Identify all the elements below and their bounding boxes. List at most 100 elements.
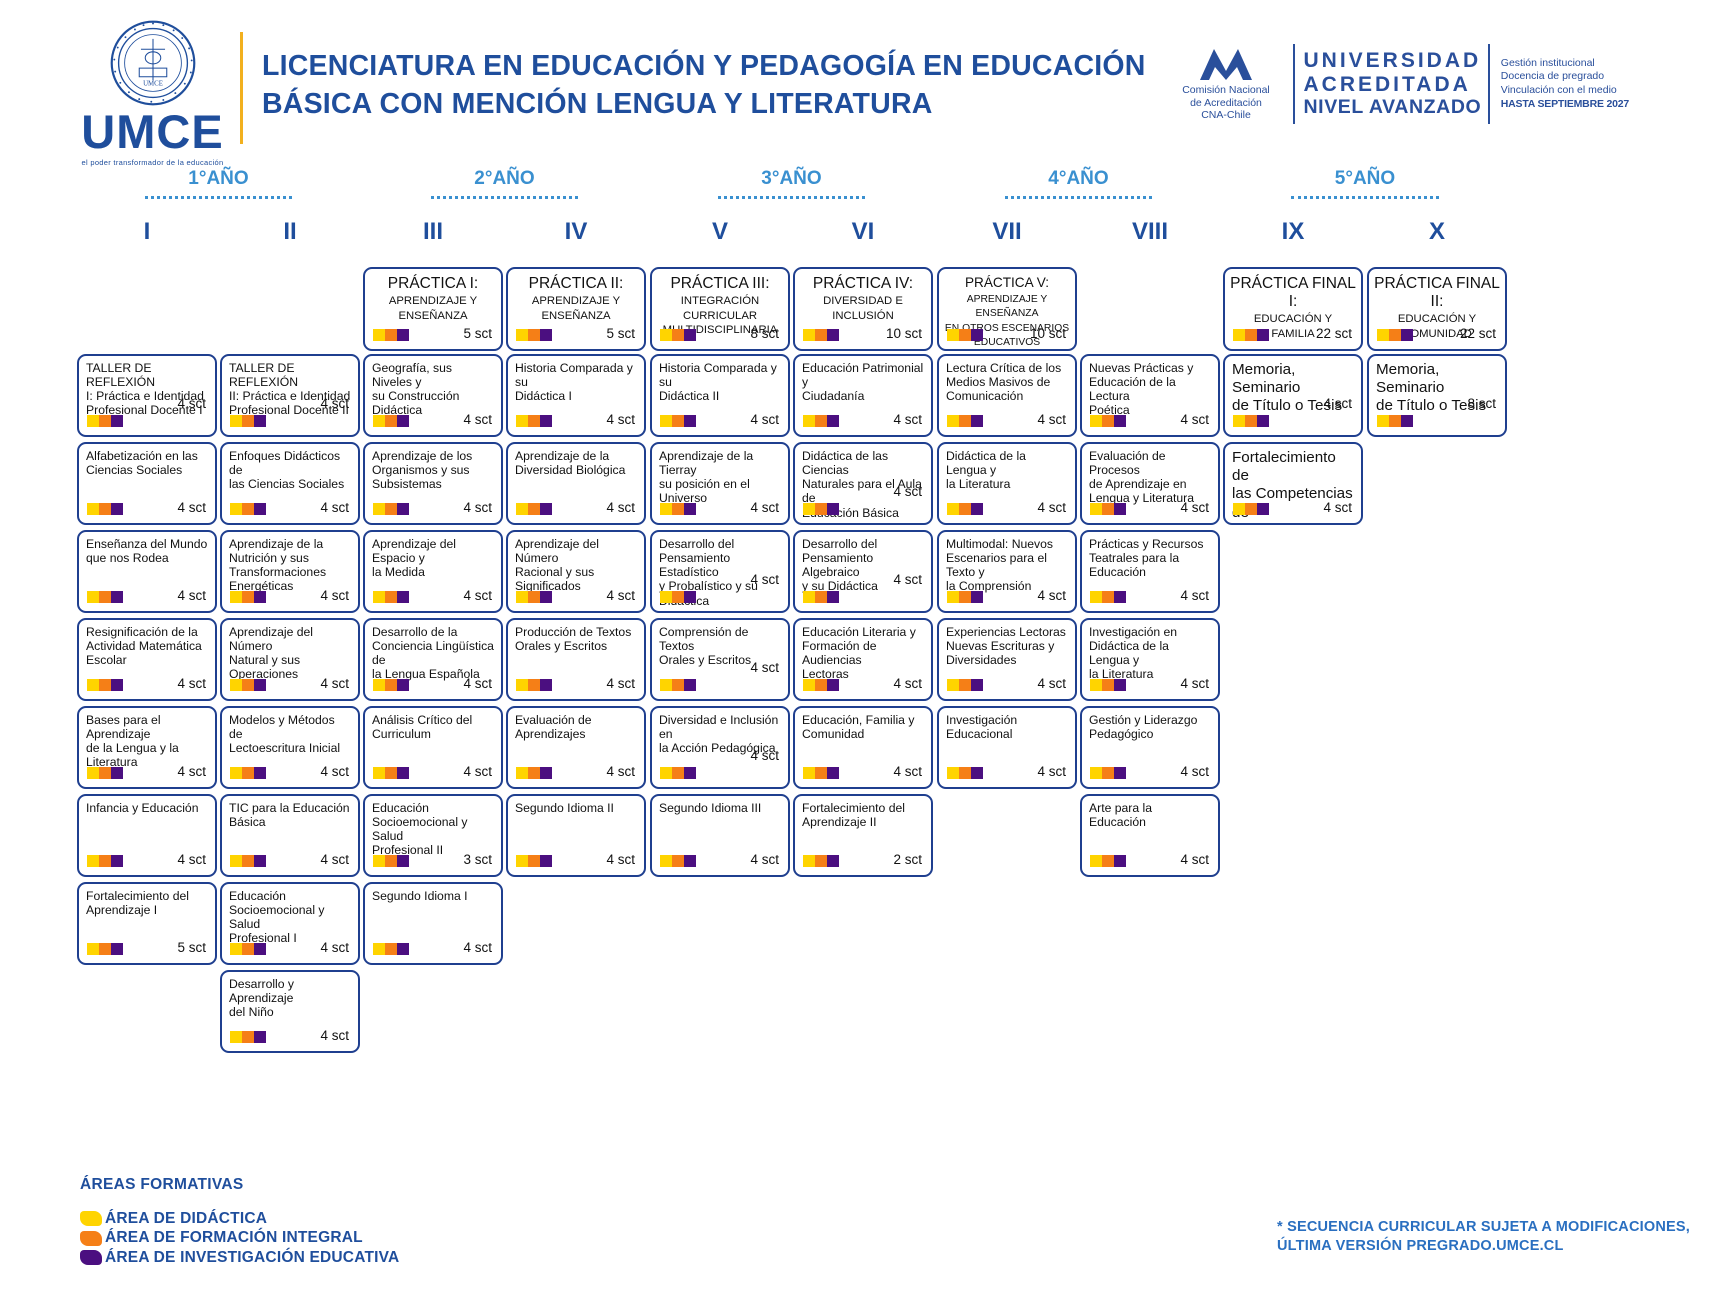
course-box[interactable]: Geografía, sus Niveles y su Construcción D… (363, 354, 503, 437)
investigacion-swatch (827, 767, 839, 779)
practica-box[interactable]: PRÁCTICA FINAL II: EDUCACIÓN Y COMUNIDAD 22 … (1367, 267, 1507, 351)
course-box[interactable]: Segundo Idioma II 4 sct (506, 794, 646, 877)
course-box[interactable]: Evaluación de Aprendizajes 4 sct (506, 706, 646, 789)
course-box[interactable]: Bases para el Aprendizaje de la Lengua y … (77, 706, 217, 789)
course-box[interactable]: Desarrollo del Pensamiento Estadístico y P… (650, 530, 790, 613)
credit-value: 4 sct (606, 500, 635, 515)
course-title: Desarrollo de la Conciencia Lingüística d… (372, 625, 494, 682)
investigacion-swatch (540, 591, 552, 603)
credit-value: 4 sct (893, 764, 922, 779)
course-box[interactable]: Desarrollo y Aprendizaje del Niño 4 sct (220, 970, 360, 1053)
formacion-integral-swatch (815, 855, 827, 867)
formacion-integral-swatch (1102, 855, 1114, 867)
course-title: Alfabetización en las Ciencias Sociales (86, 449, 198, 478)
course-box[interactable]: Producción de Textos Orales y Escritos 4 s… (506, 618, 646, 701)
course-box[interactable]: Enseñanza del Mundo que nos Rodea 4 sct (77, 530, 217, 613)
formacion-integral-swatch (1102, 415, 1114, 427)
course-box[interactable]: TIC para la Educación Básica 4 sct (220, 794, 360, 877)
course-box[interactable]: Gestión y Liderazgo Pedagógico 4 sct (1080, 706, 1220, 789)
course-box[interactable]: Aprendizaje del Número Racional y sus Sign… (506, 530, 646, 613)
credit-value: 4 sct (1180, 852, 1209, 867)
course-box[interactable]: Aprendizaje del Espacio y la Medida 4 sct (363, 530, 503, 613)
practica-box[interactable]: PRÁCTICA V: APRENDIZAJE Y ENSEÑANZA EN OTR… (937, 267, 1077, 351)
course-box[interactable]: Segundo Idioma III 4 sct (650, 794, 790, 877)
course-box[interactable]: Desarrollo del Pensamiento Algebraico y su… (793, 530, 933, 613)
practica-box[interactable]: PRÁCTICA FINAL I: EDUCACIÓN Y FAMILIA 22 sc… (1223, 267, 1363, 351)
course-box[interactable]: Diversidad e Inclusión en la Acción Pedag… (650, 706, 790, 789)
course-box[interactable]: Evaluación de Procesos de Aprendizaje en L… (1080, 442, 1220, 525)
investigacion-swatch (397, 415, 409, 427)
investigacion-swatch (111, 591, 123, 603)
course-box[interactable]: Memoria, Seminario de Título o Tesis 4 sct (1223, 354, 1363, 437)
course-box[interactable]: Educación, Familia y Comunidad 4 sct (793, 706, 933, 789)
cna-mark-icon (1200, 48, 1252, 80)
practica-box[interactable]: PRÁCTICA II: APRENDIZAJE Y ENSEÑANZA 5 sct (506, 267, 646, 351)
practica-box[interactable]: PRÁCTICA I: APRENDIZAJE Y ENSEÑANZA 5 sct (363, 267, 503, 351)
course-box[interactable]: Aprendizaje de los Organismos y sus Subsis… (363, 442, 503, 525)
course-box[interactable]: Nuevas Prácticas y Educación de la Lectur… (1080, 354, 1220, 437)
course-box[interactable]: Aprendizaje de la Nutrición y sus Transfor… (220, 530, 360, 613)
course-box[interactable]: Didáctica de la Lengua y la Literatura 4 s… (937, 442, 1077, 525)
course-box[interactable]: Enfoques Didácticos de las Ciencias Socia… (220, 442, 360, 525)
area-swatches (230, 503, 266, 515)
course-box[interactable]: Multimodal: Nuevos Escenarios para el Tex… (937, 530, 1077, 613)
formacion-integral-swatch (242, 1031, 254, 1043)
formacion-integral-swatch (959, 767, 971, 779)
course-box[interactable]: Historia Comparada y su Didáctica II 4 sct (650, 354, 790, 437)
practica-box[interactable]: PRÁCTICA IV: DIVERSIDAD E INCLUSIÓN 10 sct (793, 267, 933, 351)
footnote-line-1: * SECUENCIA CURRICULAR SUJETA A MODIFICA… (1277, 1219, 1690, 1235)
formacion-integral-swatch (672, 329, 684, 341)
credit-value: 4 sct (750, 500, 779, 515)
formacion-integral-swatch (672, 591, 684, 603)
course-box[interactable]: Educación Socioemocional y Salud Profesion… (220, 882, 360, 965)
course-box[interactable]: Arte para la Educación 4 sct (1080, 794, 1220, 877)
course-box[interactable]: Experiencias Lectoras Nuevas Escrituras y… (937, 618, 1077, 701)
year-rule-5 (1291, 196, 1439, 204)
course-box[interactable]: Aprendizaje de la Tierray su posición en … (650, 442, 790, 525)
course-box[interactable]: Comprensión de Textos Orales y Escritos 4 … (650, 618, 790, 701)
course-title: Gestión y Liderazgo Pedagógico (1089, 713, 1198, 742)
course-box[interactable]: Modelos y Métodos de Lectoescritura Inici… (220, 706, 360, 789)
practica-title: PRÁCTICA FINAL I: EDUCACIÓN Y FAMILIA (1230, 275, 1356, 340)
course-box[interactable]: Aprendizaje de la Diversidad Biológica 4 s… (506, 442, 646, 525)
investigacion-swatch (1401, 415, 1413, 427)
course-box[interactable]: Educación Socioemocional y Salud Profesion… (363, 794, 503, 877)
course-box[interactable]: Resignificación de la Actividad Matemátic… (77, 618, 217, 701)
investigacion-swatch (971, 679, 983, 691)
investigacion-swatch (684, 855, 696, 867)
didactica-swatch (1233, 415, 1245, 427)
course-box[interactable]: Investigación en Didáctica de la Lengua y… (1080, 618, 1220, 701)
scope-line-3: Vinculación con el medio (1500, 84, 1617, 96)
area-swatches (373, 679, 409, 691)
course-box[interactable]: Infancia y Educación 4 sct (77, 794, 217, 877)
course-title: Investigación en Didáctica de la Lengua y… (1089, 625, 1178, 682)
didactica-swatch (230, 943, 242, 955)
course-box[interactable]: TALLER DE REFLEXIÓN I: Práctica e Identid… (77, 354, 217, 437)
didactica-swatch (803, 591, 815, 603)
course-box[interactable]: Educación Patrimonial y Ciudadanía 4 sct (793, 354, 933, 437)
area-swatches (87, 679, 123, 691)
formacion-integral-swatch (959, 415, 971, 427)
investigacion-swatch (540, 415, 552, 427)
course-box[interactable]: Investigación Educacional 4 sct (937, 706, 1077, 789)
course-box[interactable]: Análisis Crítico del Curriculum 4 sct (363, 706, 503, 789)
course-box[interactable]: Didáctica de las Ciencias Naturales para … (793, 442, 933, 525)
course-box[interactable]: Educación Literaria y Formación de Audien… (793, 618, 933, 701)
course-box[interactable]: Aprendizaje del Número Natural y sus Opera… (220, 618, 360, 701)
course-title: Segundo Idioma II (515, 801, 614, 815)
course-box[interactable]: Fortalecimiento del Aprendizaje II 2 sct (793, 794, 933, 877)
investigacion-swatch (827, 503, 839, 515)
course-box[interactable]: Fortalecimiento del Aprendizaje I 5 sct (77, 882, 217, 965)
course-box[interactable]: Memoria, Seminario de Título o Tesis 8 sct (1367, 354, 1507, 437)
course-box[interactable]: Prácticas y Recursos Teatrales para la Edu… (1080, 530, 1220, 613)
course-box[interactable]: TALLER DE REFLEXIÓN II: Práctica e Identi… (220, 354, 360, 437)
course-box[interactable]: Historia Comparada y su Didáctica I 4 sct (506, 354, 646, 437)
practica-box[interactable]: PRÁCTICA III: INTEGRACIÓN CURRICULAR MULTID… (650, 267, 790, 351)
formacion-integral-swatch (385, 679, 397, 691)
course-box[interactable]: Lectura Crítica de los Medios Masivos de C… (937, 354, 1077, 437)
course-box[interactable]: Alfabetización en las Ciencias Sociales 4 … (77, 442, 217, 525)
course-box[interactable]: Desarrollo de la Conciencia Lingüística d… (363, 618, 503, 701)
area-swatches (803, 855, 839, 867)
course-box[interactable]: Segundo Idioma I 4 sct (363, 882, 503, 965)
